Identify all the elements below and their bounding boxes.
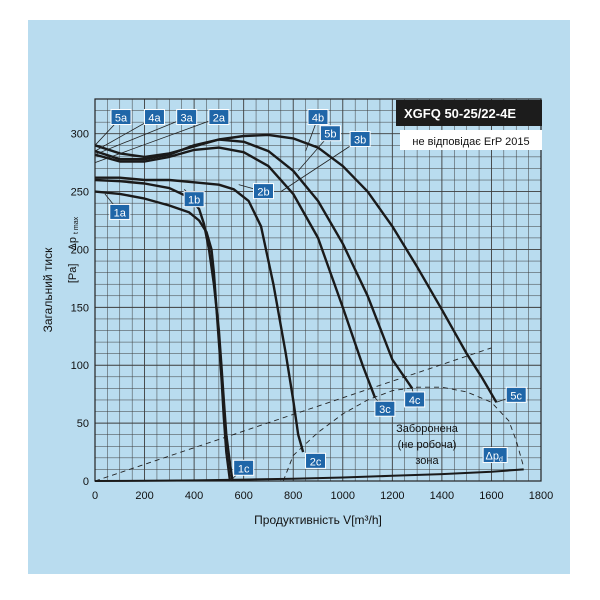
chart-title: XGFQ 50-25/22-4E <box>404 106 516 121</box>
leader-line-3a <box>94 117 187 155</box>
tick-labels: 0 200 400 600 800 1000 1200 1400 1600 1800 0 50 100 1… <box>71 129 554 502</box>
curve-label-3c: 3c <box>379 404 391 416</box>
x-tick-label: 600 <box>234 490 252 502</box>
dp-label-subscript: d <box>499 457 503 464</box>
y-axis-label-group: Загальний тиск <box>41 247 55 333</box>
leader-line-2a <box>94 117 220 164</box>
dp-label-box <box>482 447 508 464</box>
curve-3c <box>94 146 377 399</box>
curve-2b <box>95 176 305 453</box>
y-tick-label: 200 <box>71 244 89 256</box>
curve-label-box-4c <box>404 391 426 408</box>
curve-labels: 1a 1b 1c 2a 2b 2c 3a 3b 3c 4a 4b 4c 5a 5b 5c Δpd <box>94 109 527 482</box>
x-tick-label: 1600 <box>479 490 503 502</box>
y-axis-label: Загальний тиск <box>41 247 55 333</box>
x-tick-label: 1000 <box>331 490 355 502</box>
plot-frame <box>94 98 542 482</box>
title-background <box>396 100 542 126</box>
zone-label-line-1: Заборонена <box>396 423 459 435</box>
curve-label-4a: 4a <box>148 113 161 125</box>
curve-label-3a: 3a <box>181 113 194 125</box>
curve-label-box-1b <box>183 191 205 208</box>
dp-label: Δpd <box>485 451 502 464</box>
curve-label-5a: 5a <box>115 113 128 125</box>
curve-label-1c: 1c <box>238 463 250 475</box>
y-axis-label-text: Загальний тиск <box>41 247 55 333</box>
dashed-line-forbidden-zone-boundary <box>282 386 525 482</box>
x-axis-label: Продуктивність V[m³/h] <box>254 513 382 527</box>
curve-label-1b: 1b <box>188 195 200 207</box>
y-axis-symbol-group: [Pa] Δp t max <box>67 216 80 283</box>
curve-label-2a: 2a <box>213 113 226 125</box>
x-tick-label: 1200 <box>380 490 404 502</box>
curve-label-5c: 5c <box>510 390 522 402</box>
curve-label-2c: 2c <box>310 456 322 468</box>
x-tick-label: 800 <box>284 490 302 502</box>
curve-label-box-1c <box>233 459 255 476</box>
y-axis-symbol-subscript: t max <box>73 216 80 234</box>
curve-label-box-5a <box>110 109 132 126</box>
x-tick-label: 0 <box>92 490 98 502</box>
title-box: XGFQ 50-25/22-4E не відповідає ErP 2015 <box>396 100 542 150</box>
curve-label-box-3a <box>176 109 198 126</box>
curve-label-box-5c <box>505 386 527 403</box>
curve-5c <box>94 133 498 403</box>
curve-label-box-3b <box>349 131 371 148</box>
x-tick-label: 1400 <box>430 490 454 502</box>
curve-label-3b: 3b <box>354 135 366 147</box>
curve-label-4b: 4b <box>312 113 324 125</box>
y-axis-unit: [Pa] <box>67 264 79 284</box>
y-tick-label: 150 <box>71 302 89 314</box>
x-tick-label: 400 <box>185 490 203 502</box>
dp-line <box>94 468 524 482</box>
curve-label-box-2a <box>208 109 230 126</box>
x-tick-label: 1800 <box>529 490 553 502</box>
y-tick-label: 250 <box>71 187 89 199</box>
curve-label-4c: 4c <box>409 395 421 407</box>
curve-label-1a: 1a <box>114 207 127 219</box>
y-axis-symbol-text: Δp <box>67 237 79 250</box>
curve-label-5b: 5b <box>324 129 336 141</box>
zone-label-line-2: (не робоча) <box>398 439 457 451</box>
curve-label-2b: 2b <box>257 187 269 199</box>
y-tick-label: 300 <box>71 129 89 141</box>
grid <box>94 98 542 482</box>
y-tick-label: 100 <box>71 360 89 372</box>
curve-label-box-2b <box>252 183 274 200</box>
y-tick-label: 50 <box>77 418 89 430</box>
leader-line-3b <box>280 139 361 192</box>
curve-label-box-5b <box>319 125 341 142</box>
x-tick-label: 200 <box>135 490 153 502</box>
y-tick-label: 0 <box>83 476 89 488</box>
fan-curves <box>94 133 524 482</box>
subtitle-background <box>400 130 542 150</box>
curve-1b <box>94 178 234 482</box>
curve-label-box-2c <box>305 452 327 469</box>
curve-label-box-1a <box>109 203 131 220</box>
forbidden-zone-label: Заборонена (не робоча) зона <box>396 423 459 467</box>
curve-label-box-4a <box>143 109 165 126</box>
y-axis-symbol: [Pa] Δp t max <box>67 216 80 283</box>
curve-4c <box>94 138 414 390</box>
dashed-line-system-curve <box>94 347 492 482</box>
dashed-lines <box>94 347 525 482</box>
chart-subtitle: не відповідає ErP 2015 <box>412 136 529 148</box>
curve-label-box-4b <box>307 109 329 126</box>
zone-label-line-3: зона <box>415 455 439 467</box>
curve-label-box-3c <box>374 400 396 417</box>
